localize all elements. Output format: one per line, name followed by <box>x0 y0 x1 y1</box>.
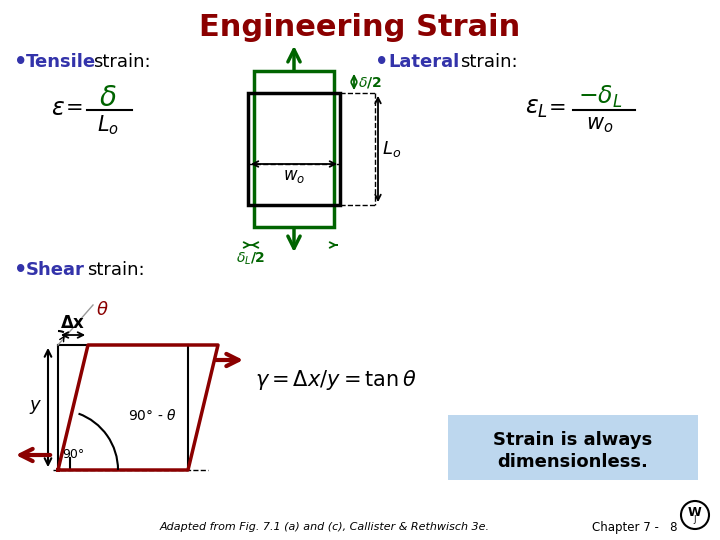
Text: $\theta$: $\theta$ <box>96 301 109 319</box>
Text: $L_o$: $L_o$ <box>97 113 119 137</box>
Text: $y$: $y$ <box>30 399 42 416</box>
Text: Lateral: Lateral <box>388 53 459 71</box>
Text: Shear: Shear <box>26 261 85 279</box>
Text: $\delta$: $\delta$ <box>99 84 117 112</box>
Text: $\varepsilon_L$: $\varepsilon_L$ <box>525 96 548 120</box>
Text: =: = <box>549 98 567 118</box>
Text: $\delta_L$/2: $\delta_L$/2 <box>236 251 266 267</box>
Text: Tensile: Tensile <box>26 53 96 71</box>
Text: =: = <box>66 98 84 118</box>
Text: $\mathbf{\Delta x}$: $\mathbf{\Delta x}$ <box>60 314 86 332</box>
Text: $\delta$/2: $\delta$/2 <box>358 75 382 90</box>
Text: 90° - $\theta$: 90° - $\theta$ <box>128 408 176 422</box>
Text: Adapted from Fig. 7.1 (a) and (c), Callister & Rethwisch 3e.: Adapted from Fig. 7.1 (a) and (c), Calli… <box>160 522 490 532</box>
Text: W: W <box>688 505 702 518</box>
Text: $L_o$: $L_o$ <box>382 139 401 159</box>
Text: $\gamma = \Delta x/y = \tan\theta$: $\gamma = \Delta x/y = \tan\theta$ <box>255 368 417 392</box>
Text: Chapter 7 -   8: Chapter 7 - 8 <box>592 521 678 534</box>
Bar <box>254 71 334 227</box>
Text: Engineering Strain: Engineering Strain <box>199 14 521 43</box>
Text: $w_o$: $w_o$ <box>283 167 305 185</box>
Bar <box>248 93 340 205</box>
Text: strain:: strain: <box>93 53 150 71</box>
Text: •: • <box>14 260 27 280</box>
Text: •: • <box>375 52 388 72</box>
Text: •: • <box>14 52 27 72</box>
Text: $-\delta_L$: $-\delta_L$ <box>577 84 622 110</box>
Text: J: J <box>694 516 696 524</box>
Text: $\varepsilon$: $\varepsilon$ <box>51 96 65 120</box>
Text: Strain is always: Strain is always <box>493 431 652 449</box>
Bar <box>448 415 698 480</box>
Text: strain:: strain: <box>87 261 145 279</box>
Text: 90°: 90° <box>62 448 84 461</box>
Text: dimensionless.: dimensionless. <box>498 453 649 471</box>
Text: strain:: strain: <box>460 53 518 71</box>
Text: $w_o$: $w_o$ <box>586 115 613 135</box>
